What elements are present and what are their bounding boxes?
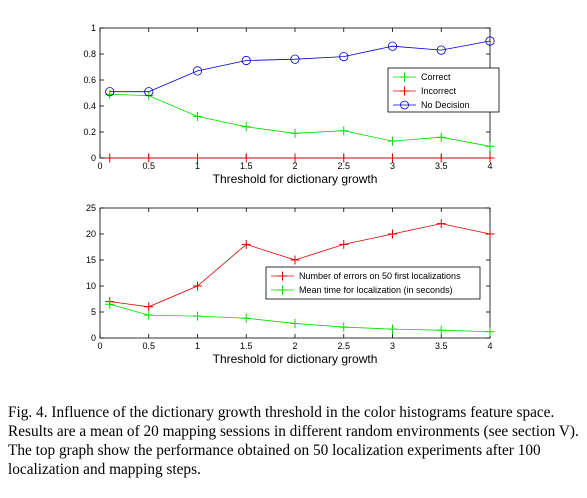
- x-tick-label: 3.5: [435, 341, 448, 351]
- data-point-marker: [193, 311, 202, 321]
- x-tick-label: 3: [390, 341, 395, 351]
- x-tick-label: 1.5: [240, 341, 253, 351]
- data-point-marker: [290, 318, 300, 328]
- data-point-marker: [436, 132, 446, 142]
- data-point-marker: [290, 255, 300, 265]
- data-point-marker: [339, 51, 349, 62]
- top-chart: 0 0.5 1 1.5 2 2.5 3 3.5 4 0 0.2 0.4 0.6 0.8 1 Threshold…: [83, 23, 500, 186]
- data-point-marker: [144, 302, 154, 312]
- data-point-marker: [105, 87, 115, 97]
- x-tick-label: 2.5: [337, 161, 350, 171]
- x-tick-label: 4: [487, 161, 492, 171]
- data-point-marker: [105, 299, 115, 309]
- data-point-marker: [485, 141, 495, 151]
- legend-marker: [278, 285, 287, 295]
- data-point-marker: [436, 325, 446, 335]
- y-tick-label: 0: [91, 153, 96, 163]
- x-axis-label: Threshold for dictionary growth: [213, 352, 378, 366]
- y-tick-label: 0.8: [83, 49, 96, 59]
- y-tick-label: 0.4: [83, 101, 96, 111]
- y-tick-label: 0.2: [83, 127, 96, 137]
- series-line: [109, 303, 491, 333]
- x-tick-label: 0: [97, 161, 102, 171]
- data-point-marker: [241, 55, 251, 66]
- x-tick-label: 1.5: [240, 161, 253, 171]
- y-tick-label: 0.6: [83, 75, 96, 85]
- data-point-marker: [193, 153, 202, 163]
- y-tick-label: 20: [86, 229, 96, 239]
- legend-marker: [400, 86, 409, 96]
- data-point-marker: [144, 153, 154, 163]
- x-tick-label: 2: [292, 341, 297, 351]
- figure-caption: Fig. 4. Influence of the dictionary grow…: [8, 404, 579, 478]
- legend-marker: [400, 100, 409, 110]
- data-point-marker: [485, 36, 495, 46]
- x-tick-label: 2: [292, 161, 297, 171]
- x-tick-label: 0: [97, 341, 102, 351]
- y-tick-label: 1: [91, 23, 96, 33]
- data-point-marker: [144, 87, 154, 97]
- data-point-marker: [485, 229, 495, 239]
- data-point-marker: [436, 45, 446, 55]
- data-point-marker: [241, 239, 251, 249]
- legend-marker: [278, 271, 287, 281]
- data-point-marker: [290, 153, 300, 163]
- figure-charts: 0 0.5 1 1.5 2 2.5 3 3.5 4 0 0.2 0.4 0.6 0.8 1 Threshold…: [83, 23, 500, 366]
- bottom-chart: 0 0.5 1 1.5 2 2.5 3 3.5 4 0 5 10 15 20 25 Threshold for…: [86, 203, 495, 366]
- data-point-marker: [193, 111, 202, 121]
- y-tick-label: 10: [86, 281, 96, 291]
- data-point-marker: [144, 310, 154, 320]
- data-point-marker: [388, 229, 397, 239]
- y-tick-label: 25: [86, 203, 96, 213]
- data-point-marker: [339, 126, 349, 136]
- legend-label: No Decision: [421, 100, 470, 110]
- y-tick-label: 0: [91, 333, 96, 343]
- data-point-marker: [485, 153, 495, 163]
- x-tick-label: 2.5: [337, 341, 350, 351]
- x-tick-label: 1: [195, 161, 200, 171]
- data-point-marker: [105, 153, 115, 163]
- legend-label: Number of errors on 50 first localizatio…: [299, 271, 461, 281]
- data-point-marker: [388, 153, 397, 163]
- data-point-marker: [339, 153, 349, 163]
- data-point-marker: [436, 219, 446, 229]
- data-point-marker: [388, 324, 397, 334]
- data-point-marker: [339, 239, 349, 249]
- x-tick-label: 0.5: [142, 161, 155, 171]
- legend-label: Incorrect: [421, 86, 457, 96]
- legend-box: [265, 266, 481, 300]
- series-line: [109, 40, 491, 93]
- data-point-marker: [241, 153, 251, 163]
- x-tick-label: 3: [390, 161, 395, 171]
- data-point-marker: [193, 281, 202, 291]
- data-point-marker: [241, 122, 251, 132]
- y-tick-label: 5: [91, 307, 96, 317]
- x-tick-label: 3.5: [435, 161, 448, 171]
- data-point-marker: [339, 322, 349, 332]
- data-point-marker: [241, 313, 251, 323]
- data-point-marker: [485, 327, 495, 337]
- data-point-marker: [290, 128, 300, 138]
- data-point-marker: [436, 153, 446, 163]
- data-point-marker: [192, 66, 203, 76]
- data-point-marker: [290, 54, 300, 64]
- data-point-marker: [387, 41, 398, 51]
- x-tick-label: 1: [195, 341, 200, 351]
- y-tick-label: 15: [86, 255, 96, 265]
- x-tick-label: 0.5: [142, 341, 155, 351]
- legend-label: Mean time for localization (in seconds): [299, 285, 453, 295]
- legend-marker: [400, 72, 409, 82]
- x-axis-label: Threshold for dictionary growth: [213, 172, 378, 186]
- data-point-marker: [388, 136, 397, 146]
- legend-label: Correct: [421, 72, 451, 82]
- x-tick-label: 4: [487, 341, 492, 351]
